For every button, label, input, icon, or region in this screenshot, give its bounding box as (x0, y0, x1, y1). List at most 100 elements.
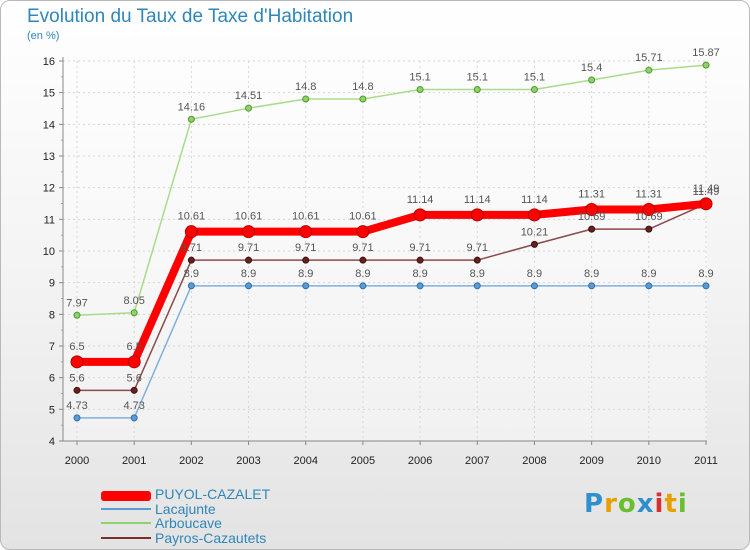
data-label-puyol-cazalet: 11.14 (407, 194, 434, 206)
x-tick-label: 2005 (351, 455, 375, 467)
data-label-arboucave: 15.71 (635, 52, 663, 64)
data-point-lacajunte (359, 282, 367, 290)
y-tick-label: 10 (43, 246, 55, 258)
data-label-payros-cazautets: 10.69 (635, 211, 663, 223)
x-tick-label: 2004 (293, 455, 317, 467)
data-point-arboucave (645, 66, 653, 74)
data-point-puyol-cazalet (585, 203, 599, 217)
y-tick-label: 12 (43, 183, 55, 195)
data-point-puyol-cazalet (299, 225, 313, 239)
x-tick-label: 2003 (236, 455, 260, 467)
data-point-arboucave (588, 76, 596, 84)
data-label-payros-cazautets: 9.71 (352, 242, 373, 254)
legend-swatch-puyol-cazalet (101, 491, 151, 501)
data-label-lacajunte: 8.9 (584, 268, 599, 280)
series-line-puyol-cazalet (77, 199, 707, 366)
data-point-payros-cazautets (416, 256, 424, 264)
y-tick-label: 11 (44, 214, 55, 226)
data-point-lacajunte (702, 282, 710, 290)
data-point-arboucave (416, 86, 424, 93)
y-tick-label: 9 (49, 278, 55, 290)
data-label-arboucave: 14.51 (235, 90, 263, 102)
data-point-payros-cazautets (645, 225, 653, 233)
data-label-lacajunte: 8.9 (641, 268, 656, 280)
data-point-lacajunte (130, 414, 138, 422)
data-label-puyol-cazalet: 6.5 (127, 341, 142, 353)
data-label-arboucave: 15.87 (692, 47, 720, 59)
series-line-arboucave (76, 64, 707, 317)
data-label-puyol-cazalet: 11.31 (578, 189, 605, 201)
data-point-payros-cazautets (530, 240, 538, 248)
x-tick-label: 2009 (579, 455, 603, 467)
data-label-arboucave: 15.1 (524, 72, 545, 84)
legend-swatch-lacajunte (101, 508, 151, 510)
logo-letter: P (584, 489, 605, 519)
data-label-payros-cazautets: 9.71 (295, 242, 316, 254)
y-tick-label: 15 (43, 88, 55, 100)
y-tick-label: 5 (49, 404, 55, 416)
data-point-puyol-cazalet (184, 225, 198, 239)
data-point-lacajunte (245, 282, 253, 290)
proxiti-logo: Proxiti (584, 489, 688, 519)
y-tick-label: 6 (49, 373, 55, 385)
logo-letter: i (654, 489, 665, 519)
data-label-payros-cazautets: 11.49 (693, 186, 720, 198)
data-point-payros-cazautets (302, 256, 310, 264)
data-point-arboucave (130, 309, 138, 317)
x-tick-label: 2008 (522, 455, 546, 467)
x-tick-label: 2006 (408, 455, 432, 467)
data-point-payros-cazautets (73, 386, 81, 394)
data-label-payros-cazautets: 9.71 (409, 242, 430, 254)
logo-letter: o (617, 489, 637, 519)
y-tick-label: 14 (43, 119, 55, 131)
data-point-lacajunte (416, 282, 424, 290)
data-point-lacajunte (302, 282, 310, 290)
data-label-puyol-cazalet: 11.49 (693, 183, 720, 195)
data-label-arboucave: 14.8 (352, 81, 373, 93)
logo-letter: i (677, 489, 688, 519)
data-label-lacajunte: 8.9 (184, 268, 199, 280)
data-label-arboucave: 7.97 (66, 297, 87, 309)
data-label-lacajunte: 8.9 (470, 268, 485, 280)
series-line-payros-cazautets (77, 203, 707, 392)
data-point-puyol-cazalet (413, 208, 427, 222)
data-point-payros-cazautets (359, 256, 367, 264)
y-tick-label: 16 (43, 56, 55, 68)
data-point-arboucave (530, 86, 538, 93)
data-label-payros-cazautets: 9.71 (181, 242, 202, 254)
data-label-arboucave: 8.05 (123, 295, 144, 307)
chart-title: Evolution du Taux de Taxe d'Habitation (27, 6, 354, 27)
x-tick-label: 2007 (465, 455, 489, 467)
data-point-lacajunte (645, 282, 653, 290)
data-point-puyol-cazalet (699, 197, 713, 211)
data-label-puyol-cazalet: 10.61 (178, 211, 206, 223)
legend-swatch-arboucave (101, 522, 151, 524)
data-label-payros-cazautets: 10.21 (521, 226, 549, 238)
data-label-arboucave: 14.8 (295, 81, 316, 93)
data-point-arboucave (702, 61, 710, 69)
data-label-puyol-cazalet: 11.14 (521, 194, 548, 206)
data-label-arboucave: 15.1 (409, 72, 430, 84)
data-label-arboucave: 15.1 (467, 72, 488, 84)
data-label-arboucave: 15.4 (581, 62, 602, 74)
y-tick-label: 8 (49, 309, 55, 321)
data-label-lacajunte: 8.9 (355, 268, 370, 280)
data-point-puyol-cazalet (356, 225, 370, 239)
data-point-lacajunte (530, 282, 538, 290)
x-tick-label: 2000 (65, 455, 89, 467)
data-label-puyol-cazalet: 10.61 (349, 211, 377, 223)
data-point-payros-cazautets (245, 256, 253, 264)
x-tick-label: 2001 (122, 455, 146, 467)
data-point-arboucave (359, 95, 367, 103)
x-tick-label: 2010 (637, 455, 661, 467)
legend-label-arboucave: Arboucave (155, 515, 222, 531)
x-tick-label: 2011 (694, 455, 718, 467)
legend-label-lacajunte: Lacajunte (155, 501, 216, 517)
x-tick-label: 2002 (179, 455, 203, 467)
y-tick-label: 13 (43, 151, 55, 163)
y-tick-label: 7 (49, 341, 55, 353)
data-label-lacajunte: 8.9 (412, 268, 427, 280)
data-label-lacajunte: 8.9 (527, 268, 542, 280)
